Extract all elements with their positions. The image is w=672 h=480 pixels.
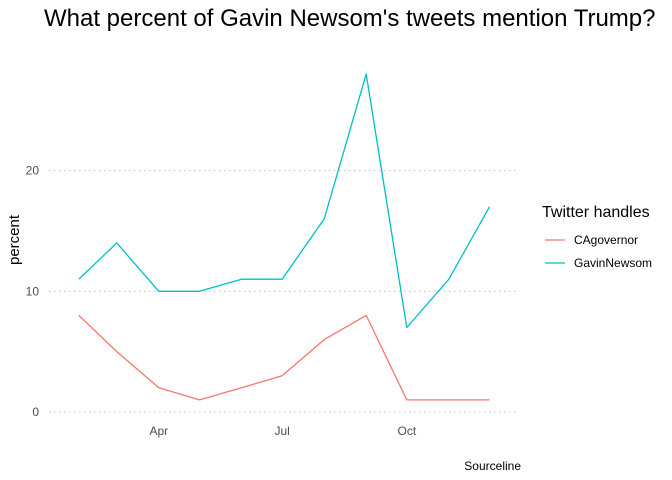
chart-title: What percent of Gavin Newsom's tweets me… bbox=[44, 5, 656, 32]
y-tick-label: 0 bbox=[32, 405, 39, 419]
legend: Twitter handles CAgovernor GavinNewsom bbox=[542, 204, 652, 270]
y-axis-label: percent bbox=[6, 214, 23, 265]
x-tick-label: Jul bbox=[274, 424, 289, 438]
grid bbox=[49, 170, 518, 413]
x-tick-labels: Apr Jul Oct bbox=[149, 424, 416, 438]
legend-label: CAgovernor bbox=[574, 233, 638, 247]
x-tick-label: Oct bbox=[398, 424, 417, 438]
legend-label: GavinNewsom bbox=[574, 256, 652, 270]
series-line-gavinnewsom bbox=[78, 73, 491, 329]
y-tick-label: 20 bbox=[26, 164, 40, 178]
series-lines bbox=[78, 73, 491, 401]
y-tick-label: 10 bbox=[26, 284, 40, 298]
legend-title: Twitter handles bbox=[542, 204, 650, 221]
caption: Sourceline bbox=[464, 459, 521, 473]
x-tick-label: Apr bbox=[149, 424, 168, 438]
y-tick-labels: 0 10 20 bbox=[26, 164, 40, 419]
series-line-cagovernor bbox=[78, 314, 490, 401]
